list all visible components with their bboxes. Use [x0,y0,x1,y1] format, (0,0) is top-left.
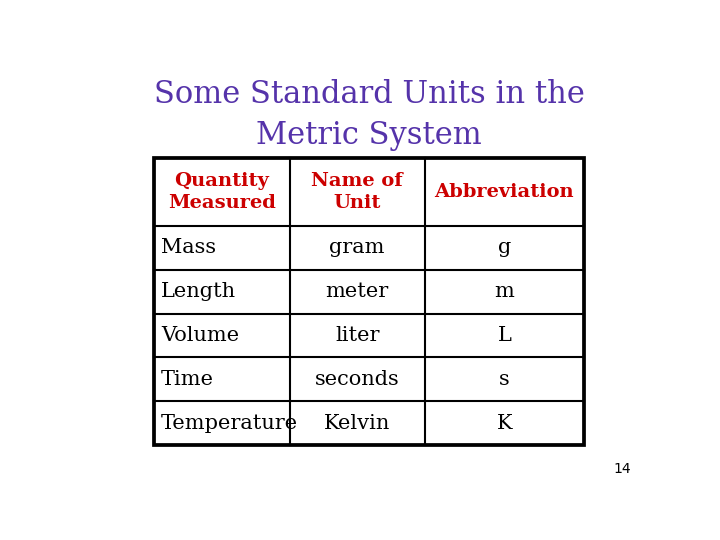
Text: Some Standard Units in the
Metric System: Some Standard Units in the Metric System [153,79,585,151]
Text: Abbreviation: Abbreviation [435,183,574,201]
Text: seconds: seconds [315,370,400,389]
Text: Volume: Volume [161,326,239,345]
Text: Time: Time [161,370,214,389]
Text: g: g [498,238,511,257]
Text: K: K [497,414,512,433]
Text: Quantity
Measured: Quantity Measured [168,172,276,212]
Text: gram: gram [330,238,385,257]
Text: Temperature: Temperature [161,414,298,433]
Text: L: L [498,326,511,345]
Text: 14: 14 [613,462,631,476]
Text: Length: Length [161,282,236,301]
Text: s: s [499,370,510,389]
Text: meter: meter [325,282,389,301]
Text: Mass: Mass [161,238,216,257]
Text: Name of
Unit: Name of Unit [311,172,403,212]
Text: liter: liter [335,326,379,345]
Text: m: m [495,282,514,301]
Text: Kelvin: Kelvin [324,414,390,433]
